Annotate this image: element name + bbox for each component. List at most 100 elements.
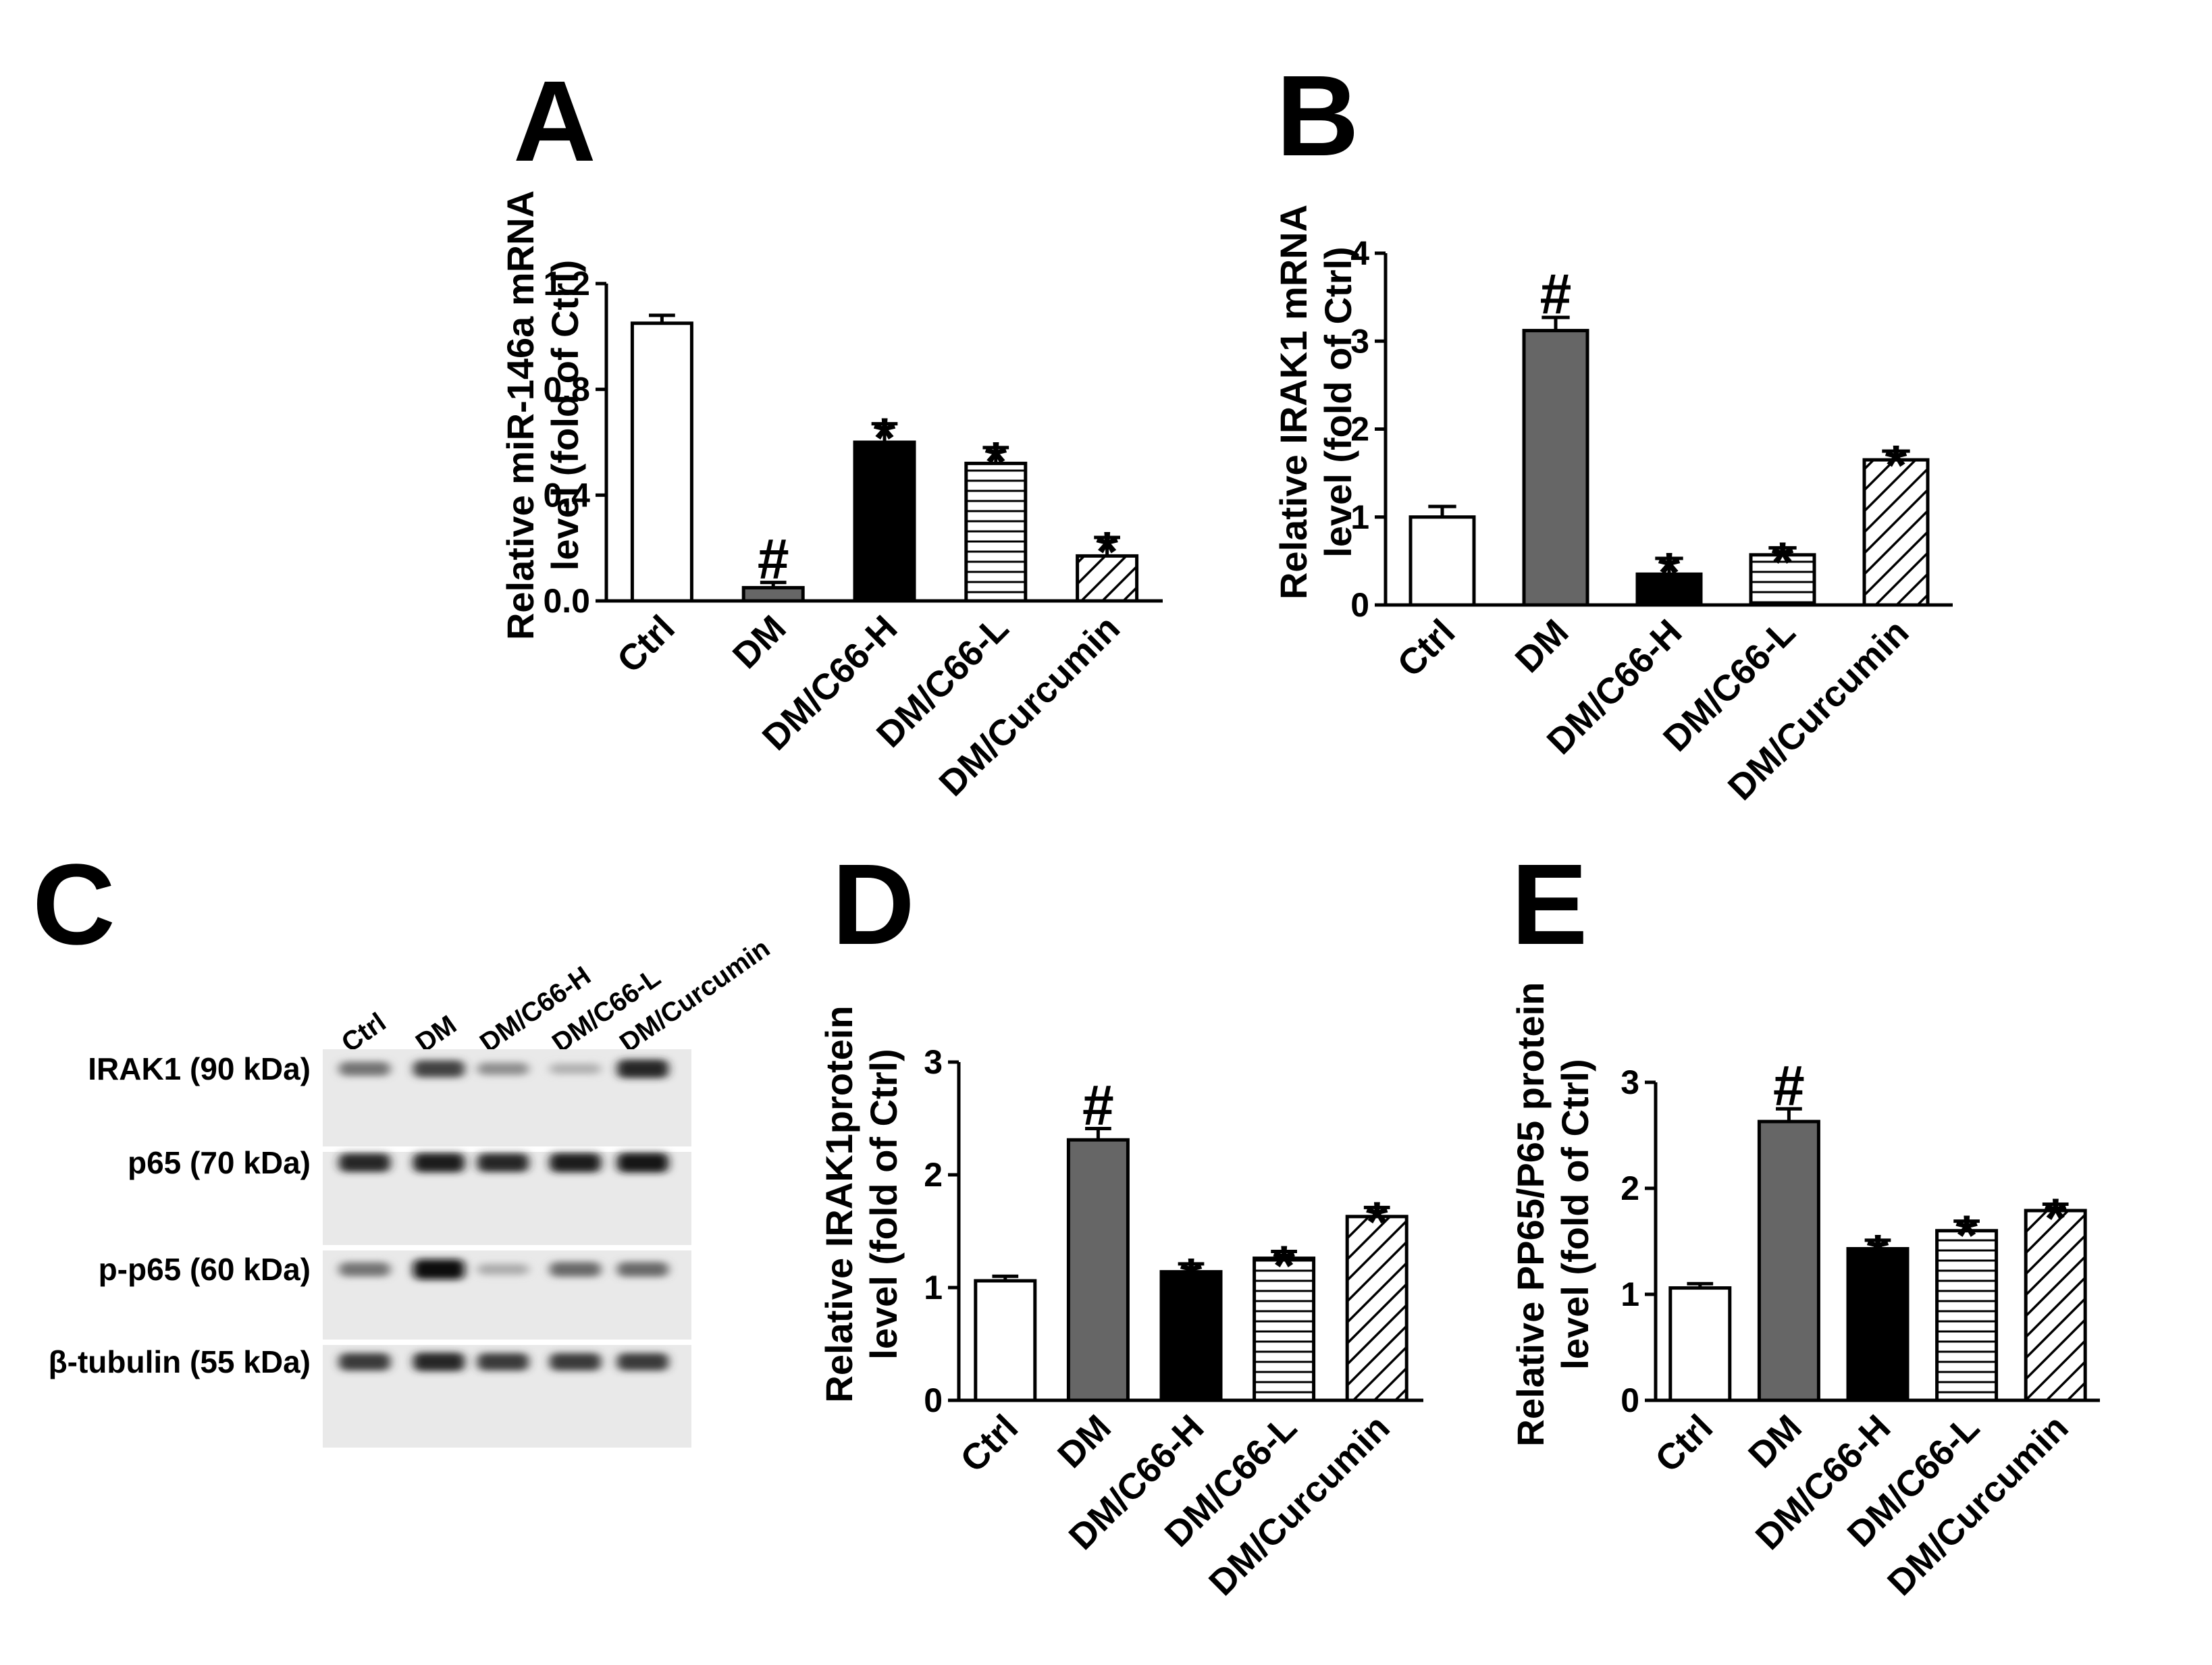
bar (1076, 554, 1139, 603)
blot-band (550, 1153, 601, 1173)
panel-letter-c: C (32, 841, 115, 969)
bar (1846, 1246, 1910, 1402)
significance-mark: * (1096, 520, 1118, 583)
significance-mark: # (1773, 1053, 1805, 1117)
significance-mark: * (1885, 433, 1907, 497)
y-tick-label: 2 (1350, 411, 1369, 448)
significance-mark: * (1867, 1223, 1889, 1286)
panel-letter-e: E (1511, 841, 1587, 969)
bar (1749, 553, 1816, 607)
bar (1935, 1229, 1999, 1402)
y-tick-label: 3 (924, 1043, 943, 1081)
blot-band (477, 1062, 529, 1076)
blot-band (413, 1153, 465, 1173)
blot-band (477, 1353, 529, 1371)
bar (964, 461, 1028, 603)
y-tick-label: 0.0 (543, 582, 590, 620)
y-axis-title-line: level (fold of Ctrl) (862, 1049, 905, 1359)
y-tick-label: 4 (1350, 234, 1369, 272)
blot-row-label: p-p65 (60 kDa) (99, 1252, 311, 1287)
significance-mark: # (1082, 1074, 1114, 1137)
blot-band (339, 1353, 390, 1371)
blot-row-label: p65 (70 kDa) (128, 1145, 311, 1180)
significance-mark: * (1273, 1234, 1295, 1298)
bar (1668, 1286, 1732, 1402)
bar (2024, 1209, 2087, 1402)
blot-band (477, 1153, 529, 1172)
bar (630, 321, 693, 603)
y-axis-title-line: Relative IRAK1 mRNA (1272, 205, 1315, 600)
blot-band (617, 1153, 668, 1173)
blot-band (339, 1061, 390, 1076)
bar (1635, 572, 1703, 607)
category-label: DM (1508, 612, 1577, 681)
y-axis-title-line: level (fold of Ctrl) (544, 260, 586, 571)
panel-letter-a: A (513, 57, 596, 186)
category-label: DM (725, 608, 794, 677)
bar (1862, 458, 1930, 607)
y-tick-label: 0 (1621, 1381, 1639, 1419)
blot-row-label: β-tubulin (55 kDa) (49, 1344, 311, 1379)
panel-letter-d: D (832, 841, 915, 969)
bar (1345, 1215, 1408, 1402)
bar (741, 585, 805, 603)
blot-band (477, 1263, 529, 1275)
y-axis-title-line: Relative miR-146a mRNA (499, 190, 542, 640)
significance-mark: * (1180, 1246, 1203, 1310)
blot-band (413, 1259, 465, 1279)
y-tick-label: 3 (1350, 322, 1369, 360)
y-axis-title-line: Relative PP65/P65 protein (1509, 982, 1552, 1447)
y-tick-label: 2 (924, 1156, 943, 1194)
blot-band (339, 1153, 390, 1172)
category-label: Ctrl (953, 1407, 1026, 1480)
bar (1757, 1119, 1820, 1402)
blot-band (617, 1059, 668, 1078)
significance-mark: * (984, 430, 1007, 494)
significance-mark: # (758, 527, 789, 591)
blot-band (413, 1060, 465, 1078)
y-axis-title-line: level (fold of Ctrl) (1554, 1059, 1596, 1369)
y-tick-label: 1 (924, 1269, 943, 1306)
significance-mark: * (1772, 530, 1794, 593)
bar (1253, 1257, 1316, 1402)
bar (974, 1279, 1037, 1402)
y-axis-title-line: Relative IRAK1protein (818, 1005, 860, 1402)
y-axis-title-line: level (fold of Ctrl) (1317, 246, 1359, 557)
y-tick-label: 1.2 (543, 265, 590, 302)
blot-row-label: IRAK1 (90 kDa) (88, 1051, 311, 1086)
significance-mark: * (874, 406, 896, 470)
y-tick-label: 0.4 (543, 476, 590, 514)
significance-mark: * (1658, 541, 1681, 604)
y-tick-label: 1 (1621, 1275, 1639, 1313)
bar-chart-b: 0 1 2 3 4 Relative IRAK1 mRNA level (fold of C… (1272, 205, 1953, 808)
category-label: Ctrl (610, 608, 683, 681)
panel-letter-b: B (1276, 52, 1359, 180)
y-tick-label: 0 (1350, 586, 1369, 624)
bar (1408, 515, 1476, 607)
category-label: Ctrl (1390, 612, 1463, 685)
significance-mark: * (2045, 1187, 2067, 1250)
blot-band (339, 1262, 390, 1277)
blot-band (550, 1353, 601, 1371)
category-label: Ctrl (1648, 1407, 1720, 1480)
y-tick-label: 1 (1350, 498, 1369, 536)
blot-band (617, 1353, 668, 1371)
bar-chart-e: 0 1 2 3 Relative PP65/P65 protein level (fold… (1509, 982, 2100, 1604)
y-tick-label: 0.8 (543, 371, 590, 408)
bar (1159, 1270, 1223, 1402)
significance-mark: * (1366, 1190, 1388, 1253)
blot-band (413, 1352, 465, 1371)
y-tick-label: 3 (1621, 1063, 1639, 1101)
significance-mark: * (1955, 1204, 1978, 1267)
category-label: DM (1050, 1407, 1119, 1476)
bar-chart-d: 0 1 2 3 Relative IRAK1protein level (fold of … (818, 1005, 1423, 1604)
bar (853, 440, 916, 603)
bar (1066, 1138, 1130, 1402)
y-tick-label: 0 (924, 1381, 943, 1419)
blot-band (550, 1063, 601, 1074)
y-tick-label: 2 (1621, 1169, 1639, 1207)
category-label: DM (1741, 1407, 1810, 1476)
significance-mark: # (1540, 262, 1572, 325)
